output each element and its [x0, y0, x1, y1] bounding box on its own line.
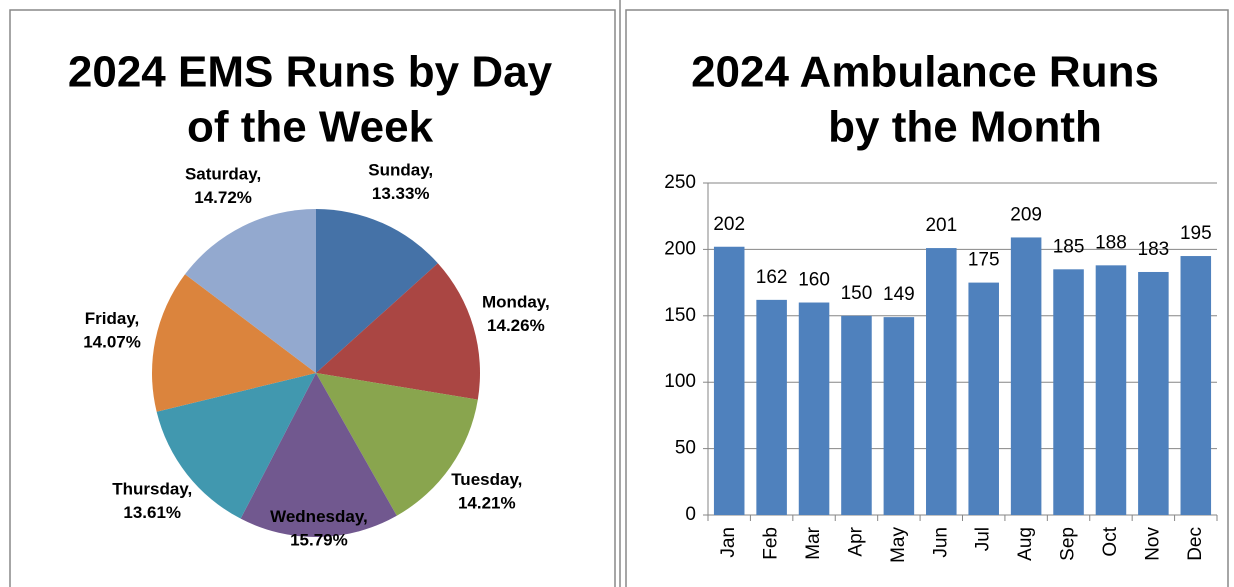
bar — [883, 317, 915, 515]
value-label: 14.26% — [487, 316, 545, 335]
bar — [1010, 237, 1042, 515]
data-label: 188 — [1095, 232, 1127, 253]
pie-slice — [316, 263, 480, 400]
bar — [1180, 256, 1212, 515]
bar — [1138, 271, 1169, 515]
data-label: Friday, — [85, 309, 139, 328]
category-label: Friday — [85, 309, 137, 328]
value-label: 14.07% — [83, 332, 141, 351]
pie-slice — [240, 373, 397, 537]
separator: , — [187, 480, 192, 499]
y-tick-label: 200 — [664, 238, 696, 259]
x-tick-label: Mar — [803, 526, 824, 559]
pie-slice — [152, 274, 316, 412]
y-tick-label: 0 — [685, 504, 696, 525]
data-label: Sunday, — [368, 161, 433, 180]
x-tick-label: Dec — [1185, 527, 1206, 561]
x-tick-label: May — [888, 527, 909, 563]
y-tick-label: 250 — [664, 172, 696, 193]
category-label: Saturday — [185, 165, 258, 184]
separator: , — [518, 471, 523, 490]
category-label: Sunday — [368, 161, 430, 180]
x-tick-label: Jul — [973, 527, 994, 551]
data-label: Wednesday, — [270, 507, 368, 526]
pie-slice — [185, 209, 316, 373]
pie-slice — [316, 373, 478, 516]
chart-title: of the Week — [187, 103, 434, 152]
data-label: 183 — [1138, 239, 1170, 260]
x-tick-label: Jun — [930, 527, 951, 558]
bar — [756, 299, 787, 515]
value-label: 14.72% — [194, 188, 252, 207]
data-label: Thursday, — [112, 480, 192, 499]
data-label: 149 — [883, 284, 915, 305]
category-label: Thursday — [112, 480, 189, 499]
chart-title: 2024 Ambulance Runs — [691, 48, 1159, 97]
x-tick-label: Jan — [718, 527, 739, 558]
data-label: Monday, — [482, 293, 550, 312]
separator: , — [256, 165, 261, 184]
bar — [713, 246, 745, 515]
bar — [1053, 269, 1084, 515]
value-label: 13.61% — [123, 503, 181, 522]
data-label: 150 — [841, 283, 873, 304]
value-label: 14.21% — [458, 494, 516, 513]
separator: , — [135, 309, 140, 328]
x-tick-label: Nov — [1142, 527, 1163, 561]
value-label: 15.79% — [290, 530, 348, 549]
data-label: Saturday, — [185, 165, 261, 184]
data-label: 162 — [756, 267, 788, 288]
pie-slice — [156, 373, 316, 519]
right-panel — [625, 9, 1229, 587]
y-tick-label: 150 — [664, 305, 696, 326]
x-tick-label: Apr — [845, 526, 866, 556]
bar — [841, 315, 872, 515]
data-label: 209 — [1010, 204, 1042, 225]
y-tick-label: 50 — [675, 438, 696, 459]
data-label: 175 — [968, 250, 1000, 271]
separator: , — [428, 161, 433, 180]
data-label: 201 — [925, 215, 957, 236]
left-panel — [9, 9, 616, 587]
chart-title: by the Month — [828, 103, 1102, 152]
value-label: 13.33% — [372, 184, 430, 203]
bar — [926, 248, 957, 515]
category-label: Wednesday — [270, 507, 365, 526]
x-tick-label: Aug — [1015, 527, 1036, 561]
bar — [1095, 265, 1127, 515]
data-label: 185 — [1053, 236, 1085, 257]
data-label: Tuesday, — [451, 471, 522, 490]
data-label: 202 — [713, 214, 745, 235]
bar — [798, 302, 830, 515]
data-label: 160 — [798, 270, 830, 291]
data-label: 195 — [1180, 223, 1212, 244]
chart-title: 2024 EMS Runs by Day — [68, 48, 553, 97]
x-tick-label: Feb — [761, 527, 782, 560]
separator: , — [363, 507, 368, 526]
category-label: Monday — [482, 293, 547, 312]
bar — [968, 282, 999, 515]
pie-slice — [316, 209, 438, 373]
y-tick-label: 100 — [664, 371, 696, 392]
separator: , — [545, 293, 550, 312]
x-tick-label: Sep — [1058, 527, 1079, 561]
x-tick-label: Oct — [1100, 526, 1121, 556]
category-label: Tuesday — [451, 471, 519, 490]
